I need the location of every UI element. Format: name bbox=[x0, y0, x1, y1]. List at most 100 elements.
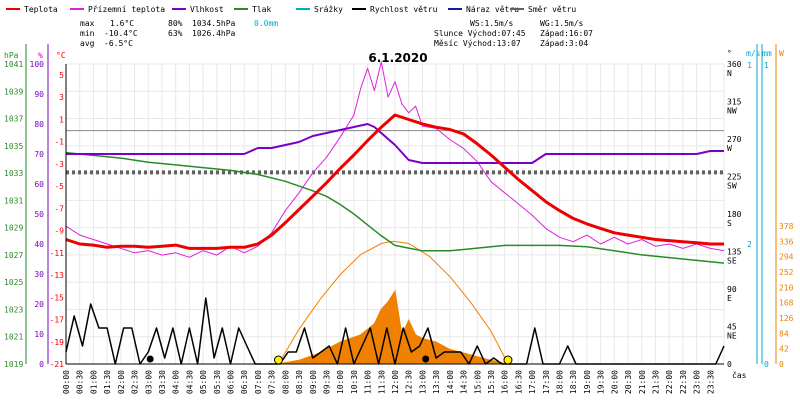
info-moon-set: Západ:3:04 bbox=[540, 39, 588, 48]
x-tick: 23:30 bbox=[706, 370, 715, 394]
stat-min-hum: 63% bbox=[168, 29, 183, 38]
axis-deg-tick: 180 bbox=[727, 210, 742, 219]
x-tick: 00:30 bbox=[76, 370, 85, 394]
solar-radiation-area bbox=[278, 240, 509, 365]
axis-c-tick: 3 bbox=[59, 93, 64, 102]
sun-moon-markers bbox=[146, 355, 513, 365]
axis-mm-tick: 1 bbox=[764, 61, 769, 70]
legend-label-4: Srážky bbox=[314, 5, 343, 14]
x-tick: 01:30 bbox=[103, 370, 112, 394]
x-tick: 02:30 bbox=[131, 370, 140, 394]
axis-ms-unit: m/s bbox=[746, 49, 761, 58]
axis-dir-tick: S bbox=[727, 219, 732, 228]
axis-dir-tick: SW bbox=[727, 182, 737, 191]
axis-hpa-tick: 1037 bbox=[4, 115, 23, 124]
x-tick: 15:30 bbox=[487, 370, 496, 394]
axis-pct-tick: 0 bbox=[39, 360, 44, 369]
x-tick: 21:00 bbox=[638, 370, 647, 394]
axis-deg-tick: 45 bbox=[727, 323, 737, 332]
x-tick: 03:00 bbox=[144, 370, 153, 394]
stat-max-press: 1034.5hPa bbox=[192, 19, 236, 28]
axis-pct-tick: 20 bbox=[34, 300, 44, 309]
stat-max-temp: 1.6°C bbox=[110, 19, 134, 28]
x-tick: 18:30 bbox=[569, 370, 578, 394]
axis-pct-tick: 100 bbox=[30, 60, 45, 69]
axis-hpa-tick: 1021 bbox=[4, 333, 23, 342]
axis-w-tick: 0 bbox=[779, 360, 784, 369]
axis-pct-tick: 90 bbox=[34, 90, 44, 99]
axis-c-tick: 5 bbox=[59, 71, 64, 80]
x-tick: 15:00 bbox=[473, 370, 482, 394]
info-sun-rise: Slunce Východ:07:45 bbox=[434, 29, 526, 38]
solar-theoretical-curve bbox=[278, 240, 509, 365]
x-tick: 10:30 bbox=[350, 370, 359, 394]
x-tick: 11:30 bbox=[377, 370, 386, 394]
legend-label-2: Vlhkost bbox=[190, 5, 224, 14]
axis-w-tick: 126 bbox=[779, 314, 794, 323]
axis-c-tick: -13 bbox=[50, 271, 65, 280]
axis-hpa-tick: 1027 bbox=[4, 251, 23, 260]
axis-pct-tick: 80 bbox=[34, 120, 44, 129]
info-block: WS:1.5m/s WG:1.5m/s Slunce Východ:07:45 … bbox=[434, 19, 593, 48]
x-tick: 02:00 bbox=[117, 370, 126, 394]
legend-label-6: Náraz větru bbox=[466, 5, 519, 14]
x-tick: 11:00 bbox=[364, 370, 373, 394]
chart-title: 6.1.2020 bbox=[368, 51, 427, 65]
axis-pct-tick: 10 bbox=[34, 330, 44, 339]
sunset-marker bbox=[503, 355, 513, 365]
axis-dir-tick: NE bbox=[727, 332, 737, 341]
axis-w-tick: 336 bbox=[779, 237, 794, 246]
axis-w-tick: 378 bbox=[779, 222, 794, 231]
x-tick: 08:30 bbox=[295, 370, 304, 394]
x-tick: 16:00 bbox=[501, 370, 510, 394]
axis-deg-unit: ° bbox=[727, 49, 732, 58]
x-tick: 13:30 bbox=[432, 370, 441, 394]
series-humidity bbox=[66, 123, 724, 164]
axis-dir-tick: E bbox=[727, 294, 732, 303]
x-tick: 08:00 bbox=[281, 370, 290, 394]
series-ground-temp bbox=[65, 61, 725, 258]
axis-w-unit: W bbox=[779, 49, 784, 58]
x-tick: 06:30 bbox=[240, 370, 249, 394]
axis-hpa-tick: 1029 bbox=[4, 224, 23, 233]
axis-w-tick: 168 bbox=[779, 299, 794, 308]
x-tick: 22:00 bbox=[665, 370, 674, 394]
axis-deg-tick: 0 bbox=[727, 360, 732, 369]
axis-hpa-tick: 1025 bbox=[4, 278, 23, 287]
moonset-marker bbox=[146, 355, 154, 363]
legend-label-1: Přízemní teplota bbox=[88, 5, 165, 14]
x-tick: 18:00 bbox=[556, 370, 565, 394]
axis-hpa-tick: 1041 bbox=[4, 60, 23, 69]
axis-ms-tick: 2 bbox=[747, 240, 752, 249]
x-tick: 06:00 bbox=[227, 370, 236, 394]
axis-dir-tick: W bbox=[727, 144, 732, 153]
x-tick: 04:30 bbox=[185, 370, 194, 394]
axis-hpa-tick: 1033 bbox=[4, 169, 23, 178]
x-tick: 00:00 bbox=[62, 370, 71, 394]
legend-label-7: Směr větru bbox=[528, 5, 576, 14]
x-tick: 10:00 bbox=[336, 370, 345, 394]
axis-c-tick: -15 bbox=[50, 293, 65, 302]
x-tick: 09:30 bbox=[322, 370, 331, 394]
axis-c-tick: -7 bbox=[54, 204, 64, 213]
x-tick: 19:00 bbox=[583, 370, 592, 394]
axis-deg-tick: 90 bbox=[727, 285, 737, 294]
axis-dir-tick: N bbox=[727, 69, 732, 78]
axis-dir-tick: SE bbox=[727, 257, 737, 266]
x-tick: 19:30 bbox=[597, 370, 606, 394]
stat-min-temp: -10.4°C bbox=[104, 29, 138, 38]
axis-c-tick: -17 bbox=[50, 316, 65, 325]
stat-avg-label: avg bbox=[80, 39, 95, 48]
axis-w-tick: 210 bbox=[779, 283, 794, 292]
legend: Teplota Přízemní teplota Vlhkost Tlak Srážky… bbox=[6, 5, 576, 14]
axis-c-tick: -9 bbox=[54, 227, 64, 236]
axis-c-tick: 1 bbox=[59, 115, 64, 124]
x-tick: 04:00 bbox=[172, 370, 181, 394]
axis-hpa-unit: hPa bbox=[4, 51, 19, 60]
stat-max-label: max bbox=[80, 19, 95, 28]
axis-w-tick: 84 bbox=[779, 329, 789, 338]
axis-hpa-tick: 1035 bbox=[4, 142, 23, 151]
x-tick: 05:00 bbox=[199, 370, 208, 394]
axis-c-tick: -3 bbox=[54, 160, 64, 169]
